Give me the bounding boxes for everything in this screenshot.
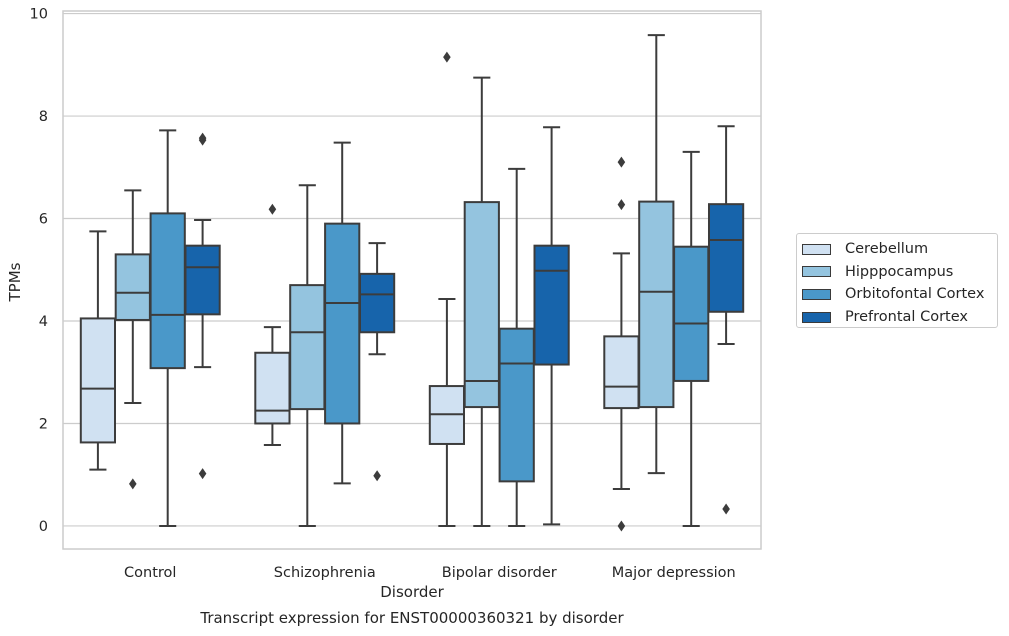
iqr-box — [149, 212, 186, 370]
legend-item: Prefrontal Cortex — [802, 306, 997, 329]
box-prefrontal-cortex — [533, 126, 570, 526]
legend-item: Cerebellum — [802, 238, 997, 261]
box-plot-series — [79, 34, 745, 532]
iqr-box — [79, 317, 117, 444]
outlier-point — [198, 468, 207, 480]
box-cerebellum — [428, 51, 466, 527]
plot-area-frame — [62, 10, 762, 550]
outlier-point — [129, 478, 137, 490]
outlier-point — [617, 520, 626, 532]
y-tick-label: 8 — [39, 109, 48, 125]
box-cerebellum — [79, 230, 117, 471]
iqr-box — [498, 327, 535, 483]
outlier-point — [617, 156, 626, 168]
iqr-box — [638, 200, 675, 409]
box-orbitofontal-cortex — [149, 129, 186, 527]
y-tick-label: 6 — [39, 212, 48, 228]
box-prefrontal-cortex — [184, 132, 221, 480]
y-tick-label: 10 — [30, 7, 48, 23]
y-tick-label: 0 — [39, 519, 48, 535]
legend-item: Orbitofontal Cortex — [802, 283, 997, 306]
outlier-point — [198, 132, 207, 144]
box-prefrontal-cortex — [358, 242, 396, 482]
x-tick-label: Schizophrenia — [274, 565, 376, 581]
box-prefrontal-cortex — [707, 125, 745, 515]
y-tick-label: 2 — [39, 416, 48, 432]
outlier-point — [268, 203, 277, 215]
legend-swatch — [802, 288, 831, 300]
box-hipppocampus — [114, 189, 151, 490]
outlier-point — [617, 199, 626, 211]
box-hipppocampus — [638, 34, 675, 475]
iqr-box — [289, 284, 326, 411]
iqr-box — [533, 244, 570, 366]
legend-label: Prefrontal Cortex — [845, 309, 968, 326]
x-tick-label: Major depression — [612, 565, 736, 581]
iqr-box — [184, 244, 221, 316]
outlier-point — [373, 470, 381, 482]
y-tick-labels: 0 2 4 6 8 10 — [30, 7, 48, 535]
iqr-box — [114, 253, 151, 321]
iqr-box — [603, 335, 640, 410]
legend: Cerebellum Hipppocampus Orbitofontal Corte… — [796, 233, 998, 328]
box-cerebellum — [254, 203, 291, 446]
legend-label: Orbitofontal Cortex — [845, 286, 985, 303]
box-orbitofontal-cortex — [324, 141, 361, 485]
legend-swatch — [802, 266, 831, 278]
legend-label: Hipppocampus — [845, 263, 954, 280]
legend-swatch — [802, 311, 831, 323]
iqr-box — [324, 222, 361, 425]
box-cerebellum — [603, 156, 640, 532]
x-tick-labels: Control Schizophrenia Bipolar disorder Majo… — [124, 565, 736, 581]
box-hipppocampus — [289, 184, 326, 527]
x-tick-label: Bipolar disorder — [442, 565, 557, 581]
iqr-box — [673, 245, 710, 382]
box-orbitofontal-cortex — [673, 150, 710, 527]
iqr-box — [707, 203, 745, 313]
x-tick-label: Control — [124, 565, 176, 581]
x-axis-label: Disorder — [380, 583, 444, 601]
legend-item: Hipppocampus — [802, 261, 997, 284]
outlier-point — [443, 51, 451, 63]
outlier-point — [722, 503, 730, 515]
y-axis-label: TPMs — [6, 262, 24, 302]
iqr-box — [254, 351, 291, 425]
figure-caption: Transcript expression for ENST0000036032… — [200, 609, 624, 627]
iqr-box — [463, 201, 500, 409]
legend-label: Cerebellum — [845, 241, 929, 258]
box-orbitofontal-cortex — [498, 167, 535, 527]
box-hipppocampus — [463, 76, 500, 527]
iqr-box — [358, 272, 396, 334]
y-tick-label: 4 — [39, 314, 48, 330]
legend-swatch — [802, 243, 831, 255]
